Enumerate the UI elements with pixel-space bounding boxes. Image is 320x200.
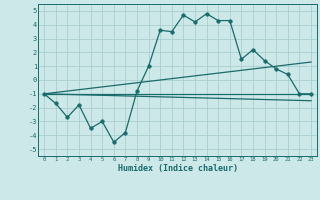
- X-axis label: Humidex (Indice chaleur): Humidex (Indice chaleur): [118, 164, 238, 173]
